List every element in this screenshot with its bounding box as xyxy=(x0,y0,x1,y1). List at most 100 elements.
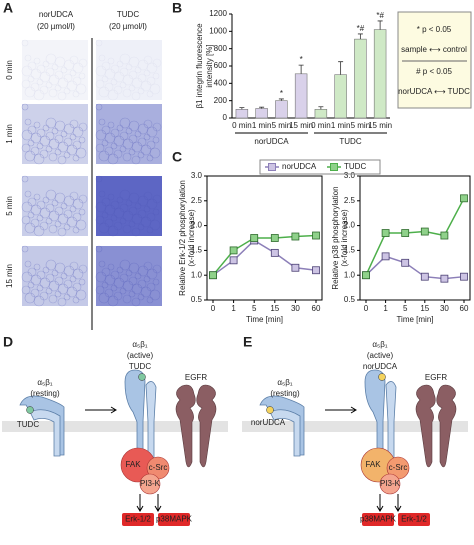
cell-texture xyxy=(107,295,119,307)
label: (x-fold increase) xyxy=(340,209,349,267)
label: 5 xyxy=(252,304,257,313)
cell-texture xyxy=(152,72,160,80)
cell-texture xyxy=(98,292,110,304)
cell-texture xyxy=(69,133,77,141)
cell-texture xyxy=(51,199,59,207)
label: α₅β₁ xyxy=(277,378,292,387)
label: C xyxy=(172,149,182,165)
cell-texture xyxy=(98,190,106,198)
y-tick-label: 1.0 xyxy=(344,270,356,279)
y-tick-label: 400 xyxy=(214,78,228,87)
cell-texture xyxy=(72,282,82,292)
label: sample ⟷ control xyxy=(401,45,467,54)
cell-texture xyxy=(119,131,129,141)
label: 1 min xyxy=(331,121,351,130)
cell-texture xyxy=(95,79,105,89)
marker xyxy=(312,231,320,240)
cell-texture xyxy=(128,120,140,132)
cell-texture xyxy=(30,274,42,286)
cell-texture xyxy=(137,265,149,277)
integrin-resting xyxy=(269,409,301,457)
label: 60 xyxy=(312,304,321,313)
cell-texture xyxy=(21,271,33,283)
cell-texture xyxy=(27,61,37,71)
y-tick-label: 2.5 xyxy=(191,196,203,205)
micrograph xyxy=(96,176,162,236)
cell-texture xyxy=(149,219,161,231)
cell-texture xyxy=(125,63,133,71)
y-tick-label: 1.0 xyxy=(191,270,203,279)
cell-texture xyxy=(48,294,58,304)
cell-texture xyxy=(146,296,154,304)
cell-texture xyxy=(39,291,49,301)
cell-texture xyxy=(27,197,37,207)
cell-texture xyxy=(72,226,80,234)
marker xyxy=(229,246,238,255)
label: TUDC xyxy=(129,362,151,371)
cell-texture xyxy=(21,129,33,141)
legend-box xyxy=(397,11,472,109)
cell-texture xyxy=(45,53,57,65)
cell-texture xyxy=(48,210,60,222)
cell-texture xyxy=(57,91,67,101)
cell-texture xyxy=(101,211,109,219)
label: 5 min xyxy=(272,121,292,130)
label: Time [min] xyxy=(396,315,433,324)
cell-texture xyxy=(21,285,31,295)
cell-texture xyxy=(140,286,152,298)
label: TUDC xyxy=(17,420,39,429)
cell-texture xyxy=(63,279,73,289)
cell-texture xyxy=(24,190,32,198)
cell-texture xyxy=(33,121,41,129)
marker xyxy=(420,272,429,281)
label: EGFR xyxy=(185,373,207,382)
cell-texture xyxy=(146,282,156,292)
cell-texture xyxy=(63,87,71,95)
cell-texture xyxy=(122,152,132,162)
cell-texture xyxy=(24,222,36,234)
label: 5 xyxy=(403,304,408,313)
error-bar xyxy=(377,20,383,30)
cell-texture xyxy=(107,153,119,165)
legend-marker xyxy=(330,163,338,171)
cell-texture xyxy=(36,142,44,150)
y-tick-label: 800 xyxy=(214,44,228,53)
cell-texture xyxy=(30,204,42,216)
y-tick-label: 1.5 xyxy=(344,246,356,255)
marker xyxy=(270,234,279,242)
y-tick-label: 2.0 xyxy=(344,221,356,230)
cell-texture xyxy=(75,289,87,301)
cell-texture xyxy=(36,214,44,222)
marker xyxy=(362,271,370,280)
cell-texture xyxy=(33,57,41,65)
cell-texture xyxy=(51,269,59,277)
label: 0 xyxy=(364,304,369,313)
cell-texture xyxy=(54,262,66,274)
label: 5 min xyxy=(5,196,14,216)
marker xyxy=(270,248,279,257)
series-line xyxy=(212,234,317,276)
cell-texture xyxy=(48,224,58,234)
cell-texture xyxy=(48,138,60,150)
cell-texture xyxy=(107,57,115,65)
y-tick-label: 1.5 xyxy=(191,246,203,255)
cell-texture xyxy=(128,134,138,144)
arrow xyxy=(85,406,117,414)
cell-texture xyxy=(104,82,114,92)
marker xyxy=(209,271,217,280)
micrograph xyxy=(96,104,162,164)
cell-texture xyxy=(69,275,77,283)
cell-texture xyxy=(39,221,49,231)
cell-texture xyxy=(54,192,66,204)
cell-texture xyxy=(36,200,46,210)
marker xyxy=(381,229,390,237)
y-tick-label: 3.0 xyxy=(191,171,203,180)
label: # p < 0.05 xyxy=(416,67,452,76)
label: α₅β₁ xyxy=(37,378,52,387)
cell-texture xyxy=(36,64,46,74)
cell-texture xyxy=(125,127,133,135)
label: 15 xyxy=(420,304,429,313)
cell-texture xyxy=(107,263,115,271)
label: 1 xyxy=(231,304,236,313)
cell-texture xyxy=(110,214,118,222)
